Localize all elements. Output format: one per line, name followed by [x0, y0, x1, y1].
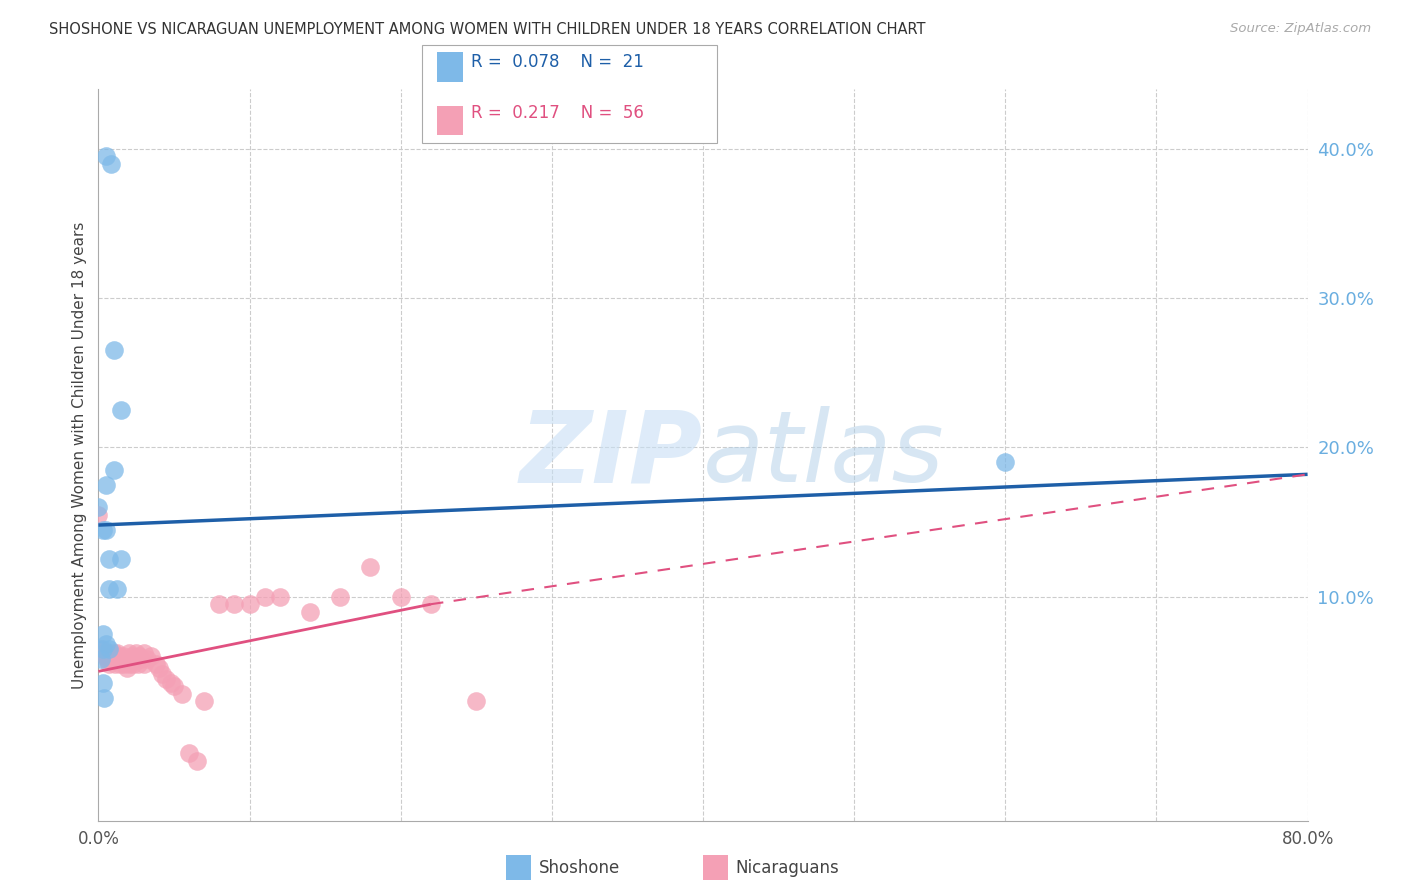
Point — [132, 657, 155, 671]
Point — [127, 657, 149, 671]
Point — [98, 582, 121, 597]
Point — [128, 649, 150, 664]
Point — [94, 149, 117, 163]
Point — [98, 657, 121, 671]
Point — [91, 523, 114, 537]
Point — [135, 652, 157, 666]
Point — [253, 590, 276, 604]
Point — [115, 661, 138, 675]
Point — [101, 649, 124, 664]
Point — [87, 508, 110, 522]
Point — [141, 649, 163, 664]
Point — [94, 638, 117, 652]
Point — [122, 657, 145, 671]
Point — [145, 657, 167, 671]
Point — [91, 642, 114, 657]
Point — [360, 560, 382, 574]
Point — [91, 676, 114, 690]
Point — [103, 647, 125, 661]
Text: Nicaraguans: Nicaraguans — [735, 859, 839, 877]
Text: ZIP: ZIP — [520, 407, 703, 503]
Point — [389, 590, 412, 604]
Point — [121, 649, 143, 664]
Point — [118, 657, 141, 671]
Point — [112, 657, 135, 671]
Y-axis label: Unemployment Among Women with Children Under 18 years: Unemployment Among Women with Children U… — [72, 221, 87, 689]
Point — [111, 649, 134, 664]
Point — [105, 647, 128, 661]
Point — [105, 582, 128, 597]
Point — [98, 647, 121, 661]
Point — [93, 647, 115, 661]
Point — [94, 649, 117, 664]
Point — [994, 455, 1017, 469]
Point — [120, 652, 142, 666]
Point — [107, 649, 129, 664]
Point — [91, 627, 114, 641]
Point — [148, 661, 170, 675]
Point — [125, 647, 148, 661]
Point — [179, 747, 201, 761]
Text: Shoshone: Shoshone — [538, 859, 620, 877]
Point — [160, 676, 183, 690]
Point — [150, 667, 173, 681]
Point — [100, 157, 122, 171]
Point — [94, 477, 117, 491]
Point — [93, 691, 115, 706]
Point — [94, 523, 117, 537]
Point — [103, 463, 125, 477]
Point — [329, 590, 352, 604]
Text: R =  0.078    N =  21: R = 0.078 N = 21 — [471, 54, 644, 71]
Point — [105, 652, 128, 666]
Point — [420, 597, 443, 611]
Point — [103, 343, 125, 358]
Point — [224, 597, 246, 611]
Point — [100, 652, 122, 666]
Point — [124, 652, 146, 666]
Point — [114, 652, 136, 666]
Point — [110, 403, 132, 417]
Point — [299, 605, 322, 619]
Point — [132, 647, 155, 661]
Point — [108, 657, 131, 671]
Text: Source: ZipAtlas.com: Source: ZipAtlas.com — [1230, 22, 1371, 36]
Point — [98, 642, 121, 657]
Point — [208, 597, 231, 611]
Point — [269, 590, 291, 604]
Point — [110, 652, 132, 666]
Point — [110, 552, 132, 566]
Text: R =  0.217    N =  56: R = 0.217 N = 56 — [471, 104, 644, 122]
Point — [96, 652, 118, 666]
Point — [170, 687, 193, 701]
Point — [163, 679, 186, 693]
Point — [90, 642, 112, 657]
Point — [90, 652, 112, 666]
Point — [186, 754, 208, 768]
Point — [103, 652, 125, 666]
Point — [155, 672, 177, 686]
Point — [239, 597, 262, 611]
Text: SHOSHONE VS NICARAGUAN UNEMPLOYMENT AMONG WOMEN WITH CHILDREN UNDER 18 YEARS COR: SHOSHONE VS NICARAGUAN UNEMPLOYMENT AMON… — [49, 22, 925, 37]
Point — [104, 657, 127, 671]
Point — [98, 552, 121, 566]
Point — [465, 694, 488, 708]
Text: atlas: atlas — [703, 407, 945, 503]
Point — [193, 694, 215, 708]
Point — [87, 500, 110, 515]
Point — [118, 647, 141, 661]
Point — [129, 652, 152, 666]
